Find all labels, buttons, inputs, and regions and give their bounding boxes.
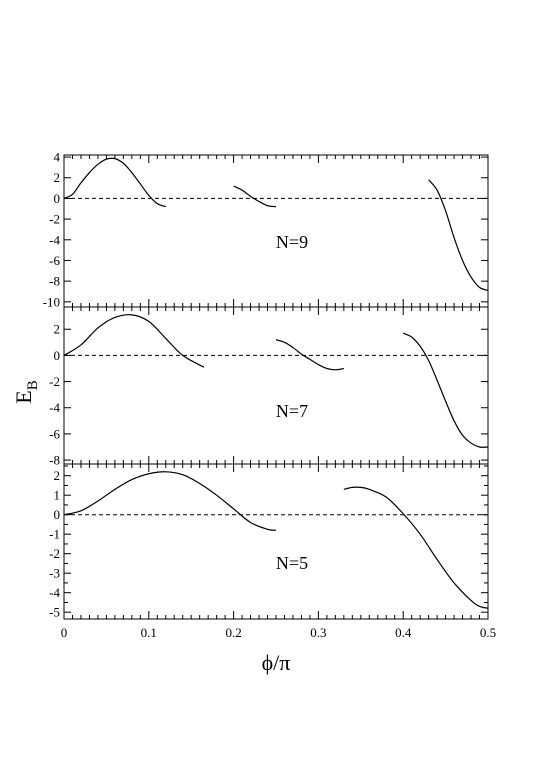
x-axis-title: ϕ/π xyxy=(262,650,291,675)
y-tick-label: 2 xyxy=(54,322,61,337)
x-tick-label: 0.3 xyxy=(310,625,326,640)
y-tick-label: -3 xyxy=(49,566,60,581)
x-tick-label: 0.1 xyxy=(141,625,157,640)
y-tick-label: -8 xyxy=(49,274,60,289)
y-tick-label: 2 xyxy=(54,468,61,483)
y-tick-label: -4 xyxy=(49,400,60,415)
chart-panel-n7: 2 0 -2 -4 -6 -8 N=7 xyxy=(49,306,489,468)
series-line-3 xyxy=(402,332,489,448)
y-tick-label: -6 xyxy=(49,253,60,268)
series-line-2 xyxy=(343,486,489,609)
series-line-1 xyxy=(63,471,277,531)
y-tick-label: -10 xyxy=(43,294,60,309)
y-axis-title: EB xyxy=(11,380,41,403)
panel-label: N=7 xyxy=(276,401,308,421)
y-tick-label: 2 xyxy=(54,170,61,185)
panel-label: N=9 xyxy=(276,232,308,252)
y-tick-label: -1 xyxy=(49,527,60,542)
y-tick-label: -4 xyxy=(49,232,60,247)
y-tick-label: 4 xyxy=(54,150,61,165)
series-line-2 xyxy=(233,185,277,208)
plot-frame xyxy=(63,463,489,620)
x-tick-label: 0.2 xyxy=(225,625,241,640)
series-line-3 xyxy=(428,179,489,292)
y-tick-label: -6 xyxy=(49,426,60,441)
y-tick-label: 1 xyxy=(54,488,61,503)
panel-label: N=5 xyxy=(276,553,308,573)
y-tick-label: 0 xyxy=(54,191,61,206)
x-tick-label: 0.5 xyxy=(480,625,496,640)
y-tick-label: -2 xyxy=(49,212,60,227)
chart-panels: 4 2 0 -2 -4 -6 -8 -10 N=9 2 0 -2 -4 -6 -8 N=7 2 1 0 -1 -2 -3 -… xyxy=(43,150,496,640)
x-tick-label: 0 xyxy=(61,625,68,640)
chart-panel-n9: 4 2 0 -2 -4 -6 -8 -10 N=9 xyxy=(43,150,489,309)
chart-panel-n5: 210-1-2-3-4-50 0.1 0.2 0.3 0.4 0.5N=5 xyxy=(49,463,496,640)
series-line-1 xyxy=(63,157,166,208)
y-axis-title-main: E xyxy=(11,390,36,403)
y-tick-label: 0 xyxy=(54,507,61,522)
svg-text:EB: EB xyxy=(11,380,41,403)
plot-frame xyxy=(63,154,489,308)
series-line-1 xyxy=(63,314,205,368)
y-tick-label: -2 xyxy=(49,546,60,561)
series-line-2 xyxy=(275,339,344,371)
y-axis-title-subscript: B xyxy=(25,380,41,390)
plot-frame xyxy=(63,306,489,465)
y-tick-label: -5 xyxy=(49,605,60,620)
y-tick-label: 0 xyxy=(54,348,61,363)
y-tick-label: -8 xyxy=(49,453,60,468)
x-tick-label: 0.4 xyxy=(395,625,412,640)
y-tick-label: -4 xyxy=(49,585,60,600)
y-tick-label: -2 xyxy=(49,374,60,389)
